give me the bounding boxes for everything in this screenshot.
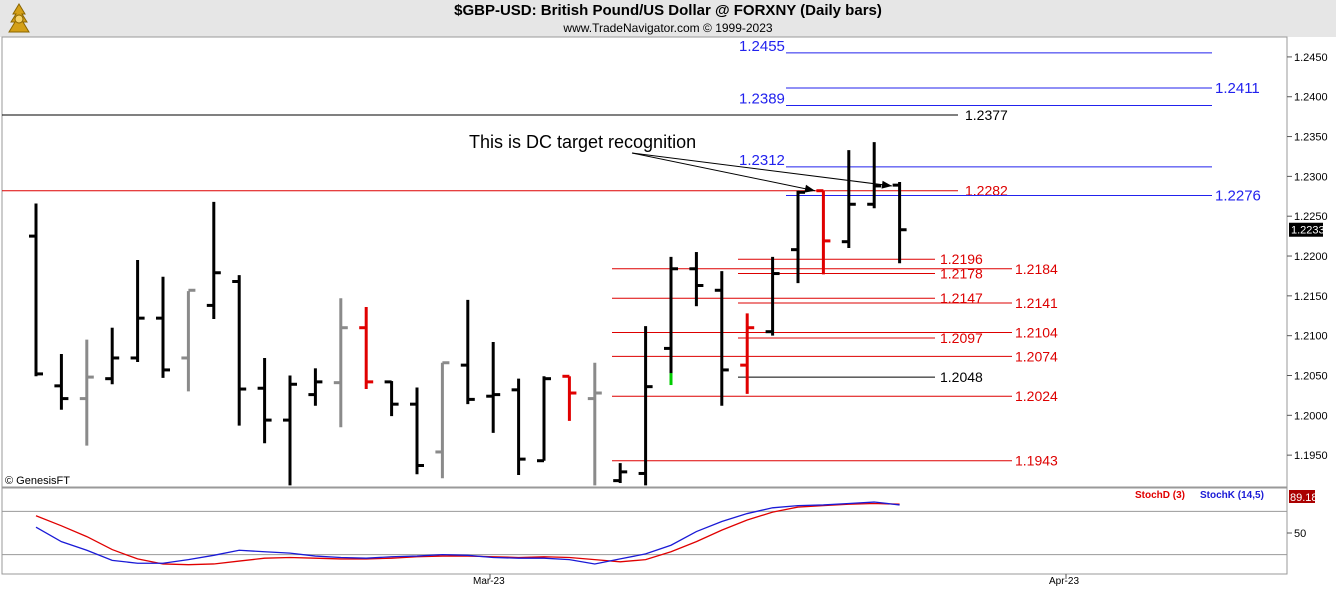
y-tick-label: 1.2000 [1294, 410, 1328, 422]
target-level-label: 1.2147 [940, 290, 983, 306]
y-tick-label: 1.2450 [1294, 52, 1328, 64]
y-tick-label: 1.2300 [1294, 171, 1328, 183]
last-price-badge [1289, 222, 1323, 237]
target-level-label: 1.2377 [965, 107, 1008, 123]
stochastic-value-label: 89.18 [1290, 492, 1318, 504]
target-level-label: 1.2024 [1015, 388, 1058, 404]
stochastic-value-badge [1289, 490, 1315, 503]
chart-header: $GBP-USD: British Pound/US Dollar @ FORX… [0, 0, 1336, 37]
annotation-arrow-line [631, 152, 893, 187]
annotation-arrow-line [631, 152, 816, 192]
target-level-label: 1.2411 [1215, 80, 1260, 97]
stochastic-panel-frame [1, 487, 1288, 575]
trade-navigator-logo-icon [8, 3, 30, 33]
y-tick-label: 1.2200 [1294, 251, 1328, 263]
stochastic-legend-entry: StochK (14,5) [1200, 490, 1264, 501]
target-level-label: 1.2312 [739, 152, 785, 169]
stochastic-y-tick-label: 50 [1294, 528, 1306, 540]
target-level-label: 1.2389 [739, 90, 785, 107]
y-tick-label: 1.2350 [1294, 132, 1328, 144]
last-price-label: 1.2233 [1291, 225, 1325, 237]
chart-title: $GBP-USD: British Pound/US Dollar @ FORX… [454, 2, 882, 19]
x-tick-label: Apr-23 [1049, 576, 1079, 587]
y-tick-label: 1.2050 [1294, 370, 1328, 382]
target-level-label: 1.2097 [940, 330, 983, 346]
target-level-label: 1.2184 [1015, 261, 1058, 277]
target-level-label: 1.2276 [1215, 187, 1261, 204]
annotation-arrowhead-icon [881, 180, 892, 189]
target-level-label: 1.2178 [940, 266, 983, 282]
stochastic-legend-entry: StochD (3) [1135, 490, 1185, 501]
y-tick-label: 1.2100 [1294, 331, 1328, 343]
target-level-label: 1.2048 [940, 369, 983, 385]
source-label: © GenesisFT [5, 475, 70, 487]
target-level-label: 1.2196 [940, 251, 983, 267]
y-tick-label: 1.2150 [1294, 291, 1328, 303]
y-tick-label: 1.2250 [1294, 211, 1328, 223]
target-level-label: 1.2141 [1015, 295, 1058, 311]
target-level-label: 1.2104 [1015, 324, 1058, 340]
x-tick-label: Mar-23 [473, 576, 505, 587]
stochastic-series-line [35, 502, 900, 566]
stochastic-series-line [35, 501, 900, 565]
chart-subtitle: www.TradeNavigator.com © 1999-2023 [563, 21, 773, 35]
y-tick-label: 1.2400 [1294, 92, 1328, 104]
annotation-text: This is DC target recognition [469, 132, 696, 152]
target-level-label: 1.2282 [965, 183, 1008, 199]
annotation-arrowhead-icon [804, 184, 815, 193]
target-level-label: 1.2074 [1015, 348, 1058, 364]
y-tick-label: 1.1950 [1294, 450, 1328, 462]
target-level-label: 1.1943 [1015, 453, 1058, 469]
target-level-label: 1.2455 [739, 38, 785, 55]
